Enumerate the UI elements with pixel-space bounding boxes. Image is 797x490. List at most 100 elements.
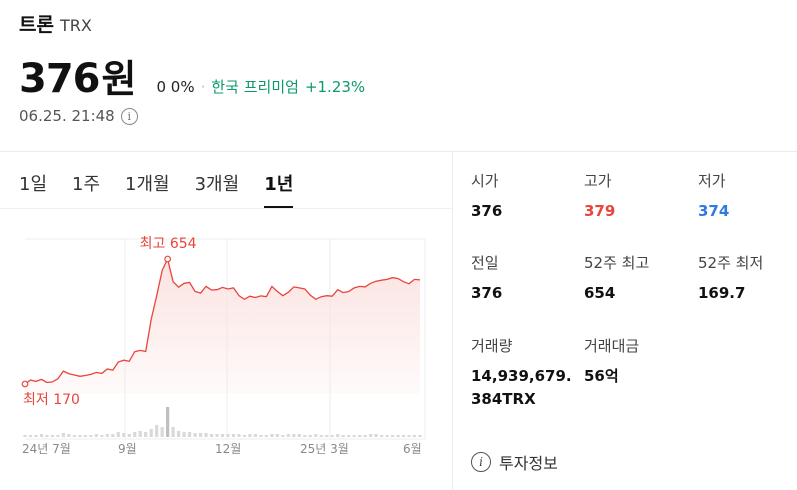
volume-bar xyxy=(358,435,362,437)
stat-label: 52주 최저 xyxy=(698,254,764,272)
coin-name: 트론 xyxy=(19,14,54,36)
stat-trade-value: 거래대금 56억 xyxy=(584,335,694,388)
volume-bar xyxy=(319,435,323,437)
volume-bar xyxy=(286,434,290,437)
stat-value: 14,939,679. 384TRX xyxy=(471,365,583,412)
invest-info-label: 투자정보 xyxy=(499,454,558,473)
price-line xyxy=(24,257,421,385)
volume-bar xyxy=(94,434,98,437)
volume-bar xyxy=(259,435,263,437)
stat-value: 169.7 xyxy=(698,284,746,302)
volume-bar xyxy=(242,435,247,437)
tab-1-year[interactable]: 1년 xyxy=(264,170,294,208)
min-point-marker xyxy=(21,380,29,388)
price-area-fill xyxy=(25,259,420,394)
volume-bar xyxy=(396,435,400,437)
volume-bar xyxy=(209,434,214,437)
volume-bar xyxy=(369,434,373,437)
stat-label: 전일 xyxy=(471,254,499,272)
divider-vertical xyxy=(452,152,453,490)
volume-bar xyxy=(325,435,329,437)
stat-high: 고가 379 xyxy=(584,170,694,223)
volume-bar xyxy=(352,435,356,437)
x-tick-label: 9월 xyxy=(118,442,137,456)
volume-bar xyxy=(133,432,137,437)
volume-bar xyxy=(28,435,33,437)
stat-52w-high: 52주 최고 654 xyxy=(584,252,694,305)
stat-low: 저가 374 xyxy=(698,170,797,223)
tab-1-day[interactable]: 1일 xyxy=(19,174,48,195)
price-chart[interactable]: 최고 654 최저 170 24년 7월 9월 12월 25년 3월 6월 xyxy=(0,209,452,469)
info-icon: i xyxy=(471,452,491,472)
volume-bar xyxy=(67,434,71,437)
x-tick-label: 6월 xyxy=(403,442,422,456)
volume-bar xyxy=(155,425,159,437)
volume-bar xyxy=(138,431,142,437)
volume-bar xyxy=(215,434,219,437)
volume-bar xyxy=(111,434,115,437)
volume-bar xyxy=(127,434,131,437)
invest-info-link[interactable]: i 투자정보 xyxy=(471,450,558,474)
stat-label: 거래대금 xyxy=(584,337,640,355)
volume-bar xyxy=(61,433,66,437)
volume-bar xyxy=(144,432,148,437)
volume-bar xyxy=(72,435,76,437)
korea-premium-value: +1.23% xyxy=(304,78,366,96)
volume-bar xyxy=(341,435,345,437)
stat-label: 시가 xyxy=(471,172,499,190)
current-price: 376 xyxy=(19,56,100,102)
volume-bar xyxy=(407,435,411,437)
stat-value: 376 xyxy=(471,284,503,302)
tab-1-month[interactable]: 1개월 xyxy=(125,174,170,195)
volume-bar xyxy=(204,433,208,437)
volume-bar xyxy=(248,434,252,437)
volume-bar xyxy=(116,432,120,437)
separator-dot: · xyxy=(200,78,206,96)
volume-bar xyxy=(220,434,225,437)
korea-premium-label[interactable]: 한국 프리미엄 xyxy=(211,78,299,96)
volume-bar xyxy=(198,433,203,437)
volume-bar xyxy=(23,435,27,437)
stat-value: 376 xyxy=(471,202,503,220)
volume-bar xyxy=(292,434,296,437)
stat-open: 시가 376 xyxy=(471,170,581,223)
info-icon[interactable]: i xyxy=(120,107,138,125)
volume-bar xyxy=(336,434,340,437)
volume-bar xyxy=(363,435,367,437)
volume-bar xyxy=(270,434,274,437)
volume-bar xyxy=(303,435,307,437)
tab-3-months[interactable]: 3개월 xyxy=(194,174,240,195)
volume-bar xyxy=(100,435,104,437)
stat-value: 374 xyxy=(698,202,730,220)
timestamp-row: 06.25. 21:48 i xyxy=(19,107,138,125)
volume-bar xyxy=(264,435,268,437)
volume-bar xyxy=(177,431,181,437)
volume-bar xyxy=(89,435,93,437)
volume-bar xyxy=(314,434,318,437)
volume-bar xyxy=(166,407,170,437)
volume-bar xyxy=(226,434,230,437)
volume-bar xyxy=(379,435,384,437)
timestamp: 06.25. 21:48 xyxy=(19,107,115,125)
volume-bar xyxy=(171,427,175,437)
x-tick-label: 24년 7월 xyxy=(22,442,71,456)
volume-bar xyxy=(418,435,422,437)
volume-bar xyxy=(182,432,186,437)
volume-bar xyxy=(50,435,55,437)
price-unit: 원 xyxy=(101,57,137,101)
coin-ticker: TRX xyxy=(59,16,92,35)
volume-bar xyxy=(374,434,378,437)
max-label: 최고 654 xyxy=(140,236,197,252)
volume-bar xyxy=(45,435,49,437)
volume-bar xyxy=(122,433,126,437)
volume-bar xyxy=(149,429,153,437)
stat-52w-low: 52주 최저 169.7 xyxy=(698,252,797,305)
divider xyxy=(0,151,797,152)
volume-bar xyxy=(385,435,389,437)
volume-bar xyxy=(330,435,334,437)
tab-1-week[interactable]: 1주 xyxy=(72,174,101,195)
volume-bar xyxy=(231,434,236,437)
volume-bar xyxy=(401,435,406,437)
stat-volume: 거래량 14,939,679. 384TRX xyxy=(471,335,583,412)
volume-bar xyxy=(34,435,38,437)
